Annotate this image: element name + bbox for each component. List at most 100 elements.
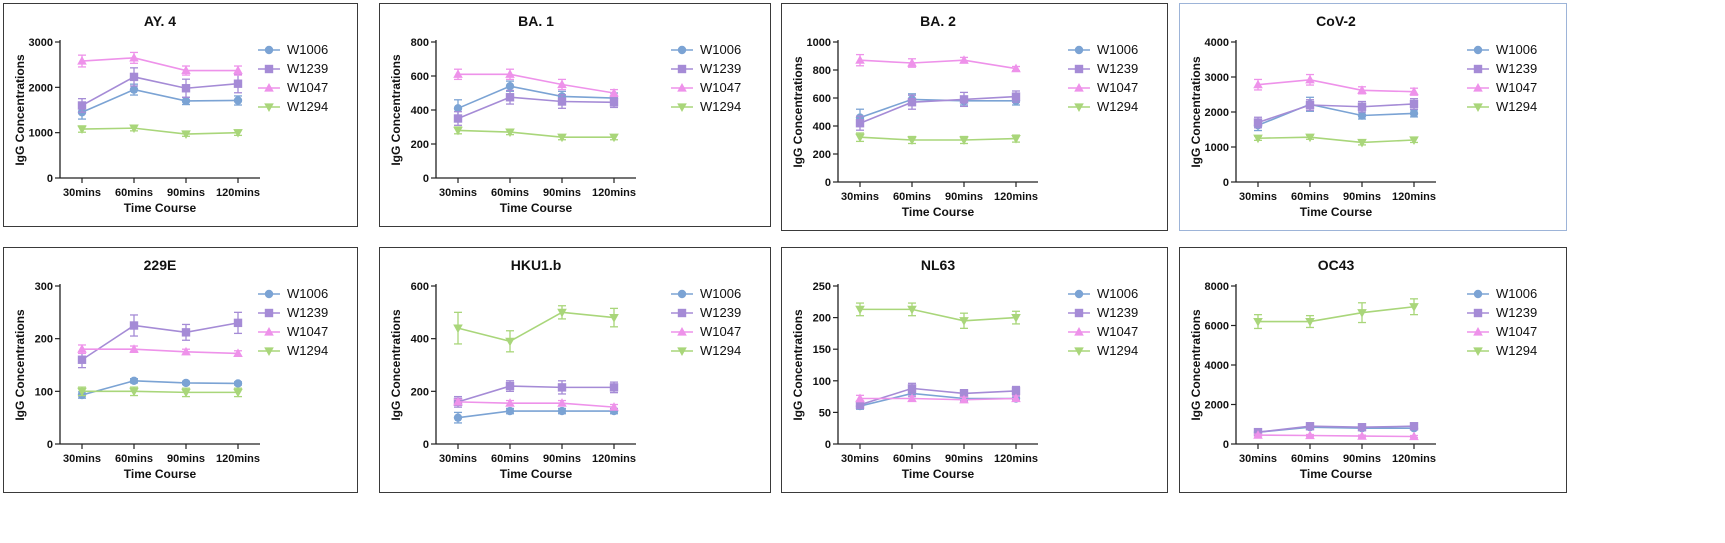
data-point (1409, 136, 1419, 145)
y-tick-label: 400 (411, 105, 429, 117)
x-tick-label: 30mins (841, 453, 879, 465)
legend-marker (264, 327, 274, 336)
y-tick-label: 2000 (29, 82, 53, 94)
series-W1047 (453, 396, 619, 411)
y-tick-label: 400 (813, 121, 831, 133)
y-tick-label: 4000 (1205, 37, 1229, 49)
x-tick-label: 90mins (945, 453, 983, 465)
series-line (1257, 434, 1415, 438)
x-tick-label: 90mins (167, 187, 205, 199)
y-tick-label: 50 (819, 407, 831, 419)
data-point (1357, 309, 1367, 318)
chart-svg: NL63 0 50 100 150 200 250 30mins 60mins 90mins 120… (791, 257, 1138, 481)
data-point (1357, 431, 1367, 440)
chart-svg: AY. 4 0 1000 2000 3000 30mins 60mins 90mins 120m… (13, 13, 328, 215)
chart-panel: 229E 0 100 200 300 30mins 60mins 90mins 120mins T… (3, 247, 358, 493)
data-point (557, 133, 567, 143)
data-point (1357, 111, 1367, 120)
data-point (181, 65, 191, 75)
legend-label: W1239 (287, 305, 328, 320)
legend-item: W1047 (1467, 80, 1537, 95)
legend-label: W1006 (700, 286, 741, 301)
y-tick-label: 600 (411, 71, 429, 83)
chart-title: CoV-2 (1316, 13, 1356, 29)
legend-label: W1006 (1097, 286, 1138, 301)
data-point (453, 324, 463, 334)
legend-item: W1239 (1467, 305, 1537, 320)
legend-item: W1294 (1467, 343, 1537, 358)
data-point (129, 344, 139, 353)
legend-item: W1239 (671, 61, 741, 76)
data-point (233, 129, 243, 138)
data-point (1409, 86, 1419, 96)
legend-label: W1294 (700, 99, 741, 114)
series-line (457, 401, 615, 408)
chart-panel: NL63 0 50 100 150 200 250 30mins 60mins 90mins 120… (781, 247, 1168, 493)
x-tick-label: 60mins (491, 453, 529, 465)
legend-label: W1047 (287, 80, 328, 95)
data-point (609, 402, 619, 411)
series-W1006 (77, 376, 243, 400)
y-tick-label: 4000 (1205, 360, 1229, 372)
data-point (1011, 135, 1021, 144)
legend-marker (677, 308, 687, 318)
x-tick-label: 30mins (439, 187, 477, 199)
x-axis-label: Time Course (500, 467, 573, 481)
series-W1294 (1253, 133, 1419, 148)
data-point (1253, 134, 1263, 144)
legend-label: W1006 (1097, 42, 1138, 57)
data-point (233, 79, 243, 88)
data-point (77, 56, 87, 65)
x-tick-label: 120mins (1392, 191, 1436, 203)
data-point (77, 125, 87, 135)
legend-label: W1047 (1496, 80, 1537, 95)
data-point (855, 305, 865, 315)
data-point (233, 96, 243, 105)
series-W1047 (77, 344, 243, 358)
x-tick-label: 120mins (1392, 453, 1436, 465)
chart-title: OC43 (1318, 257, 1355, 273)
data-point (557, 383, 567, 392)
legend-marker (1473, 45, 1483, 55)
data-point (959, 55, 969, 64)
legend-marker (1074, 64, 1084, 74)
data-point (959, 95, 969, 104)
y-tick-label: 0 (825, 177, 831, 189)
legend-item: W1239 (258, 61, 328, 76)
data-point (609, 314, 619, 323)
legend-item: W1239 (1068, 305, 1138, 320)
chart-panel: HKU1.b 0 200 400 600 30mins 60mins 90mins 120min… (379, 247, 771, 493)
data-point (181, 84, 191, 93)
legend-item: W1294 (1068, 99, 1138, 114)
series-line (458, 73, 615, 94)
legend-marker (1473, 327, 1483, 336)
legend-item: W1294 (671, 99, 741, 114)
x-tick-label: 30mins (1239, 191, 1277, 203)
legend-label: W1294 (287, 99, 328, 114)
legend-marker (677, 289, 687, 299)
data-point (233, 348, 243, 358)
legend-marker (264, 289, 274, 299)
data-point (453, 396, 463, 406)
legend-marker (1074, 289, 1084, 299)
series-line (81, 322, 239, 361)
x-tick-label: 60mins (893, 453, 931, 465)
series-line (859, 387, 1017, 406)
legend-item: W1047 (258, 80, 328, 95)
data-point (505, 128, 515, 138)
x-tick-label: 120mins (592, 187, 636, 199)
data-point (1409, 109, 1419, 118)
chart-svg: OC43 0 2000 4000 6000 8000 30mins 60mins 90mins 1… (1189, 257, 1537, 481)
legend-label: W1294 (287, 343, 328, 358)
series-line (1257, 78, 1415, 93)
series-W1047 (77, 51, 243, 76)
x-axis-label: Time Course (124, 467, 197, 481)
y-axis-label: IgG Concentrations (13, 54, 27, 166)
legend-item: W1047 (1068, 80, 1138, 95)
data-point (1357, 85, 1367, 94)
y-tick-label: 800 (411, 37, 429, 49)
legend-item: W1006 (1467, 42, 1537, 57)
data-point (609, 88, 619, 97)
x-tick-label: 30mins (63, 453, 101, 465)
chart-title: HKU1.b (511, 257, 562, 273)
